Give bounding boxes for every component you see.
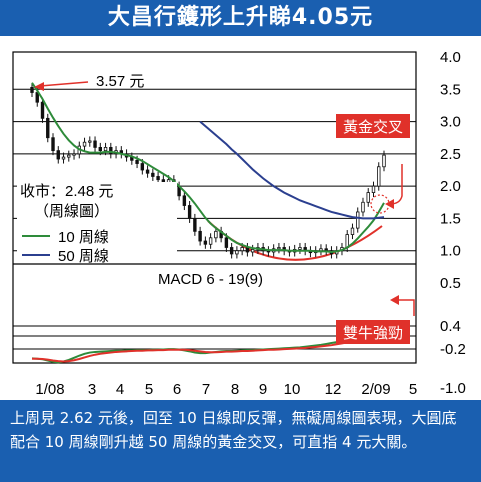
candle-body bbox=[72, 153, 76, 156]
x-tick: 12 bbox=[325, 381, 342, 398]
golden-cross-marker bbox=[370, 194, 390, 214]
price-y-tick: 3.5 bbox=[440, 81, 461, 98]
bull-cross-label: 雙牛強勁 bbox=[343, 325, 403, 342]
chart-area: 4.0 3.5 3.0 2.5 2.0 1.5 1.0 0.5 0.4 -0.2 -1.0 1/0… bbox=[0, 36, 481, 400]
candle-body bbox=[187, 205, 192, 219]
price-y-tick: 2.5 bbox=[440, 146, 461, 163]
golden-cross-label: 黃金交叉 bbox=[343, 118, 403, 136]
candle-body bbox=[377, 166, 381, 187]
candle-body bbox=[345, 234, 349, 248]
legend-ma10-label: 10 周線 bbox=[58, 229, 109, 246]
price-y-tick: 2.0 bbox=[440, 178, 461, 195]
price-y-tick: 0.5 bbox=[440, 275, 461, 292]
candle-body bbox=[371, 185, 376, 193]
candle-body bbox=[98, 147, 102, 152]
candle-body bbox=[103, 147, 108, 152]
candle-body bbox=[61, 156, 66, 160]
candle-body bbox=[240, 247, 244, 252]
x-tick: 5 bbox=[145, 381, 153, 398]
macd-y-tick: 0.4 bbox=[440, 318, 461, 335]
chart-svg: 4.0 3.5 3.0 2.5 2.0 1.5 1.0 0.5 0.4 -0.2 -1.0 1/0… bbox=[12, 49, 466, 398]
price-y-tick: 1.0 bbox=[440, 243, 461, 260]
candle-body bbox=[67, 154, 71, 158]
ma10-line bbox=[31, 82, 385, 254]
x-tick: 2/09 bbox=[361, 381, 390, 398]
candle-body bbox=[361, 201, 365, 213]
chart-kind-label: （周線圖） bbox=[34, 203, 109, 220]
candle-body bbox=[224, 237, 229, 248]
candle-body bbox=[382, 154, 386, 168]
price-y-tick: 3.0 bbox=[440, 114, 461, 131]
golden-cross-arrow bbox=[389, 164, 403, 205]
candle-body bbox=[366, 192, 370, 203]
ma50-line bbox=[199, 120, 385, 220]
x-tick: 9 bbox=[259, 381, 267, 398]
macd-signal-line bbox=[32, 330, 385, 363]
macd-title: MACD 6 - 19(9) bbox=[158, 271, 263, 288]
x-tick-labels: 1/08 3 4 5 6 7 8 9 10 12 2/09 5 bbox=[35, 381, 417, 398]
x-tick: 7 bbox=[202, 381, 210, 398]
legend-box bbox=[17, 182, 177, 262]
candle-body bbox=[56, 150, 60, 160]
candle-body bbox=[93, 140, 97, 148]
bull-cross-arrow bbox=[396, 299, 415, 316]
candle-body bbox=[30, 86, 34, 93]
x-tick: 8 bbox=[231, 381, 239, 398]
caption-text: 上周見 2.62 元後，回至 10 日線即反彈，無礙周線圖表現，大圓底配合 10… bbox=[0, 400, 481, 482]
candle-body bbox=[88, 140, 92, 143]
macd-y-tick-labels: 0.4 -0.2 -1.0 bbox=[440, 318, 466, 397]
high-arrow-line bbox=[39, 81, 89, 87]
price-y-tick-labels: 4.0 3.5 3.0 2.5 2.0 1.5 1.0 0.5 bbox=[440, 49, 461, 292]
legend-ma50-label: 50 周線 bbox=[58, 248, 109, 265]
candle-body bbox=[350, 227, 355, 235]
candle-body bbox=[40, 101, 45, 119]
candle-body bbox=[145, 169, 150, 174]
candle-body bbox=[229, 247, 234, 255]
plot-frame bbox=[12, 51, 417, 364]
candle-body bbox=[214, 230, 218, 239]
candle-body bbox=[46, 117, 50, 139]
candle-body bbox=[156, 176, 160, 181]
candle-body bbox=[135, 159, 139, 164]
x-tick: 4 bbox=[116, 381, 124, 398]
bull-cross-box bbox=[336, 320, 410, 344]
x-tick: 3 bbox=[88, 381, 96, 398]
candle-body bbox=[250, 249, 255, 253]
price-y-tick: 1.5 bbox=[440, 210, 461, 227]
candle-body bbox=[151, 172, 155, 177]
x-tick: 6 bbox=[173, 381, 181, 398]
candle-body bbox=[51, 137, 55, 152]
headline: 大昌行鑊形上升睇4.05元 bbox=[0, 0, 481, 36]
price-y-tick: 4.0 bbox=[440, 49, 461, 66]
candle-body bbox=[198, 230, 202, 242]
candle-body bbox=[203, 240, 208, 245]
candle-body bbox=[193, 218, 197, 232]
x-tick: 1/08 bbox=[35, 381, 64, 398]
x-tick: 10 bbox=[284, 381, 301, 398]
candle-body bbox=[235, 250, 239, 255]
x-tick: 5 bbox=[409, 381, 417, 398]
macd-y-tick: -0.2 bbox=[440, 341, 466, 358]
bull-cross-arrow-head bbox=[390, 295, 399, 305]
high-annotation: 3.57 元 bbox=[96, 73, 144, 90]
candle-body bbox=[82, 141, 87, 147]
candle-body bbox=[245, 247, 250, 253]
high-arrow-head bbox=[34, 82, 44, 91]
candle-body bbox=[356, 211, 360, 229]
macd-y-tick: -1.0 bbox=[440, 380, 466, 397]
candle-body bbox=[208, 237, 213, 245]
candle-body bbox=[277, 247, 281, 250]
candle-body bbox=[298, 247, 302, 250]
candle-body bbox=[182, 195, 187, 206]
candle-body bbox=[35, 92, 39, 103]
candle-body bbox=[109, 147, 113, 155]
candle-body bbox=[140, 163, 145, 171]
golden-cross-box bbox=[336, 114, 410, 138]
close-label: 收市：2.48 元 bbox=[20, 183, 113, 200]
